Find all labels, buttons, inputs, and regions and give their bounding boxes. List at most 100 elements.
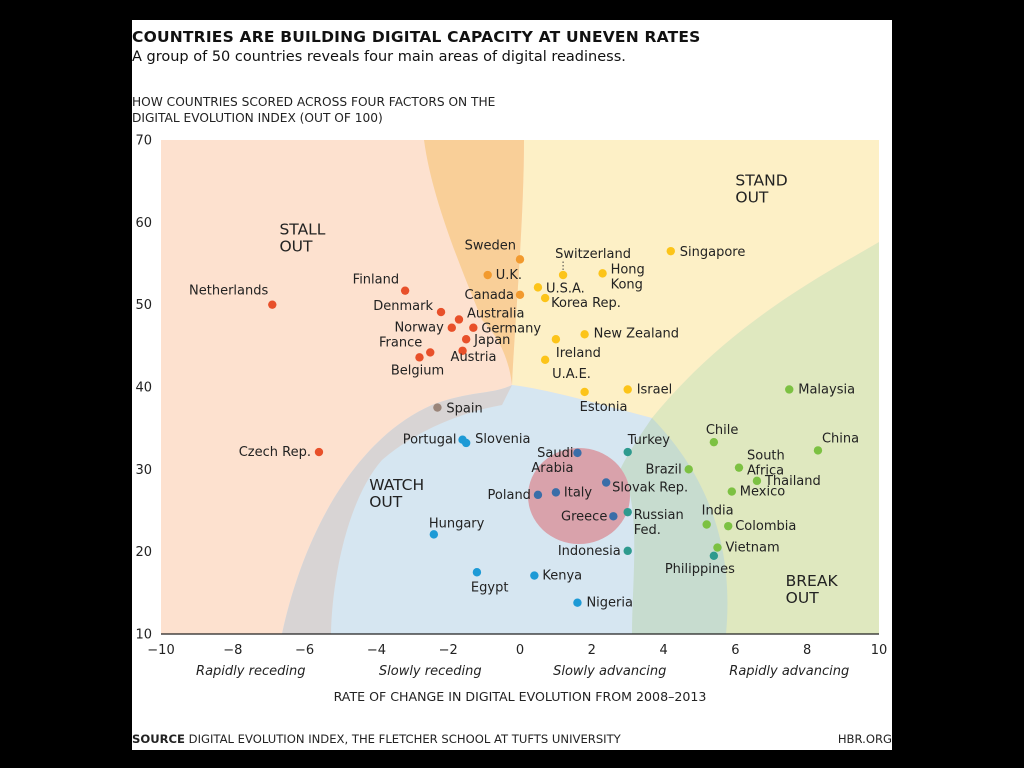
label-china: China	[822, 431, 859, 446]
point-denmark	[436, 307, 446, 317]
zone-label-line-2: OUT	[279, 238, 313, 256]
zone-label-line-1: WATCH	[369, 476, 424, 494]
zone-label-stand: STAND OUT	[735, 171, 787, 206]
point-russian-fed	[623, 507, 632, 517]
label-slovenia: Slovenia	[475, 432, 530, 447]
point-india	[702, 520, 711, 529]
point-singapore	[666, 246, 675, 256]
point-nigeria	[573, 598, 582, 607]
data-point-labels: Netherlands Finland Denmark Norway Australia…	[189, 238, 859, 610]
point-australia	[454, 315, 464, 324]
y-axis-title-line-2: DIGITAL EVOLUTION INDEX (OUT OF 100)	[132, 111, 383, 125]
label-line-2: Fed.	[634, 523, 661, 538]
y-tick-70: 70	[135, 134, 152, 149]
x-tick-6: 6	[731, 643, 739, 658]
x-category-slowly-receding: Slowly receding	[379, 664, 482, 679]
y-tick-40: 40	[135, 381, 152, 396]
label-russian-fed: Russian Fed.	[634, 508, 684, 538]
point-thailand	[752, 476, 762, 486]
point-indonesia	[623, 546, 632, 556]
readiness-zones	[161, 140, 879, 634]
point-greece	[609, 512, 618, 521]
zone-label-line-2: OUT	[369, 493, 403, 511]
label-italy: Italy	[564, 485, 593, 500]
x-tick-10: 10	[871, 643, 888, 658]
label-malaysia: Malaysia	[798, 382, 855, 397]
label-norway: Norway	[394, 321, 444, 336]
point-saudi-arabia	[573, 448, 582, 458]
x-tick-minus-10: −10	[147, 643, 174, 658]
point-france	[426, 348, 435, 357]
point-canada	[515, 290, 525, 299]
label-belgium: Belgium	[391, 363, 444, 378]
label-kenya: Kenya	[542, 569, 582, 584]
zone-label-line-1: STALL	[279, 221, 325, 239]
label-line-2: Kong	[611, 277, 643, 292]
point-u-k	[483, 270, 492, 280]
label-vietnam: Vietnam	[725, 541, 779, 556]
label-egypt: Egypt	[471, 580, 509, 595]
label-u-s-a: U.S.A.	[546, 281, 585, 296]
x-tick-8: 8	[803, 643, 811, 658]
y-tick-10: 10	[135, 628, 152, 643]
point-egypt	[472, 568, 482, 577]
source-label: SOURCE	[132, 732, 185, 746]
label-korea-rep: Korea Rep.	[551, 296, 621, 311]
y-tick-50: 50	[135, 298, 152, 313]
zone-label-break: BREAK OUT	[786, 572, 839, 607]
label-austria: Austria	[451, 350, 497, 365]
point-u-a-e	[540, 355, 550, 365]
x-tick-0: 0	[516, 643, 524, 658]
point-south-africa	[734, 463, 744, 472]
label-spain: Spain	[446, 402, 482, 417]
label-netherlands: Netherlands	[189, 284, 268, 299]
zone-label-line-1: BREAK	[786, 572, 839, 590]
label-ireland: Ireland	[556, 346, 601, 361]
label-czech-rep: Czech Rep.	[239, 445, 311, 460]
scatter-plot: 10 20 30 40 50 60 70 −10 −8 −6 −4 −2 0 2 4 6 8 10 Rapidl…	[135, 134, 888, 705]
x-tick-minus-8: −8	[223, 643, 242, 658]
label-germany: Germany	[481, 322, 541, 337]
source-text: DIGITAL EVOLUTION INDEX, THE FLETCHER SC…	[188, 732, 621, 746]
x-category-rapidly-advancing: Rapidly advancing	[729, 664, 849, 679]
label-indonesia: Indonesia	[558, 544, 621, 559]
point-turkey	[623, 447, 632, 457]
y-axis-title-line-1: HOW COUNTRIES SCORED ACROSS FOUR FACTORS…	[132, 95, 496, 109]
x-tick-4: 4	[659, 643, 667, 658]
label-hungary: Hungary	[429, 516, 485, 531]
label-u-k: U.K.	[496, 268, 522, 283]
point-germany	[469, 323, 478, 332]
point-ireland	[551, 335, 561, 344]
label-line-1: South	[747, 449, 785, 464]
label-saudi-arabia: Saudi Arabia	[531, 446, 573, 476]
x-tick-minus-2: −2	[439, 643, 458, 658]
zone-transition-stall-watch	[282, 385, 512, 634]
label-u-a-e: U.A.E.	[552, 367, 591, 382]
label-canada: Canada	[465, 288, 514, 303]
label-japan: Japan	[473, 333, 510, 348]
x-category-slowly-advancing: Slowly advancing	[553, 664, 666, 679]
point-netherlands	[268, 300, 277, 309]
x-tick-minus-4: −4	[367, 643, 386, 658]
point-slovak-rep	[601, 478, 611, 487]
label-hong-kong: Hong Kong	[611, 262, 645, 292]
point-korea-rep	[540, 293, 550, 303]
x-tick-2: 2	[588, 643, 596, 658]
site-credit: HBR.ORG	[837, 732, 892, 746]
point-hungary	[429, 530, 439, 539]
label-switzerland: Switzerland	[555, 247, 631, 262]
label-estonia: Estonia	[580, 400, 628, 415]
chart-title: COUNTRIES ARE BUILDING DIGITAL CAPACITY …	[132, 28, 701, 46]
point-japan	[461, 335, 471, 344]
y-axis-title: HOW COUNTRIES SCORED ACROSS FOUR FACTORS…	[132, 94, 495, 126]
label-australia: Australia	[467, 306, 525, 321]
point-israel	[623, 385, 632, 394]
label-philippines: Philippines	[665, 562, 735, 577]
data-points	[268, 246, 823, 607]
point-switzerland	[558, 270, 568, 280]
zone-transition-watch-break	[620, 418, 728, 634]
label-greece: Greece	[561, 509, 607, 524]
label-colombia: Colombia	[735, 519, 796, 534]
x-axis-title: RATE OF CHANGE IN DIGITAL EVOLUTION FROM…	[334, 689, 707, 704]
source-note: SOURCE DIGITAL EVOLUTION INDEX, THE FLET…	[132, 732, 621, 746]
